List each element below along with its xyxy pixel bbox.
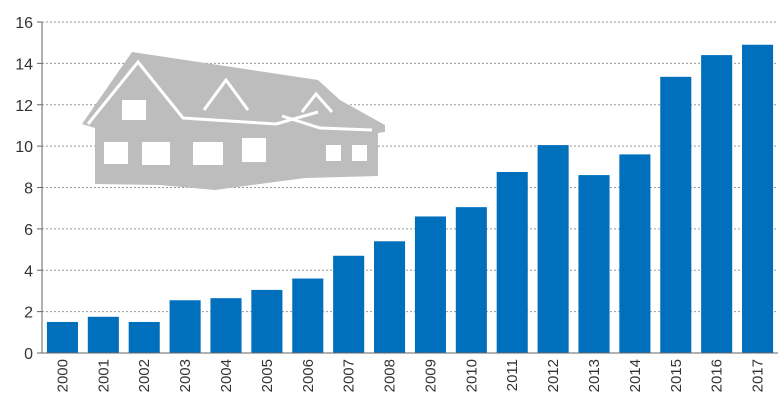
x-tick-label: 2013 bbox=[586, 359, 603, 392]
x-tick-label: 2014 bbox=[627, 359, 644, 392]
x-tick-label: 2003 bbox=[177, 359, 194, 392]
house-windows bbox=[104, 100, 367, 165]
x-tick-label: 2011 bbox=[504, 359, 521, 391]
bar-2014 bbox=[619, 154, 651, 353]
bar-2007 bbox=[333, 255, 365, 353]
x-tick-label: 2001 bbox=[95, 359, 112, 392]
x-tick-label: 2006 bbox=[300, 359, 317, 392]
bar-2000 bbox=[46, 321, 78, 353]
y-tick-label: 12 bbox=[15, 98, 33, 115]
x-tick-label: 2010 bbox=[463, 359, 480, 392]
bar-2004 bbox=[210, 298, 242, 353]
bar-2008 bbox=[374, 241, 406, 353]
y-tick-label: 0 bbox=[24, 346, 33, 363]
x-tick-label: 2017 bbox=[750, 359, 767, 392]
y-tick-label: 6 bbox=[24, 222, 33, 239]
y-tick-label: 8 bbox=[24, 181, 33, 198]
bar-2002 bbox=[128, 321, 160, 353]
y-tick-label: 10 bbox=[15, 139, 33, 156]
x-tick-label: 2004 bbox=[218, 359, 235, 392]
bar-2016 bbox=[701, 55, 733, 353]
bar-2003 bbox=[169, 300, 201, 353]
y-tick-label: 4 bbox=[24, 263, 33, 280]
bar-2013 bbox=[578, 175, 610, 353]
y-tick-label: 2 bbox=[24, 305, 33, 322]
x-tick-label: 2009 bbox=[422, 359, 439, 392]
x-tick-label: 2000 bbox=[54, 359, 71, 392]
bar-2001 bbox=[87, 316, 119, 353]
bars bbox=[46, 44, 774, 354]
y-tick-label: 16 bbox=[15, 15, 33, 32]
bar-2005 bbox=[251, 289, 283, 353]
bar-2009 bbox=[414, 216, 446, 353]
bar-2012 bbox=[537, 145, 569, 353]
bar-2006 bbox=[292, 278, 324, 353]
house-icon bbox=[82, 52, 385, 190]
y-tick-label: 14 bbox=[15, 56, 33, 73]
x-tick-label: 2012 bbox=[545, 359, 562, 392]
x-tick-label: 2016 bbox=[709, 359, 726, 392]
house-roof-lines bbox=[86, 59, 373, 132]
axes: 0 2 4 6 8 10 12 14 16 2000 2001 2002 2003 2004 2005 200… bbox=[15, 15, 778, 392]
bar-2015 bbox=[660, 76, 692, 354]
bar-2011 bbox=[496, 171, 528, 353]
x-tick-label: 2002 bbox=[136, 359, 153, 392]
x-tick-label: 2007 bbox=[341, 359, 358, 392]
bar-2010 bbox=[455, 207, 487, 353]
x-tick-label: 2008 bbox=[382, 359, 399, 392]
x-tick-label: 2015 bbox=[668, 359, 685, 392]
gridlines bbox=[42, 21, 778, 313]
bar-2017 bbox=[742, 44, 774, 353]
x-tick-label: 2005 bbox=[259, 359, 276, 392]
